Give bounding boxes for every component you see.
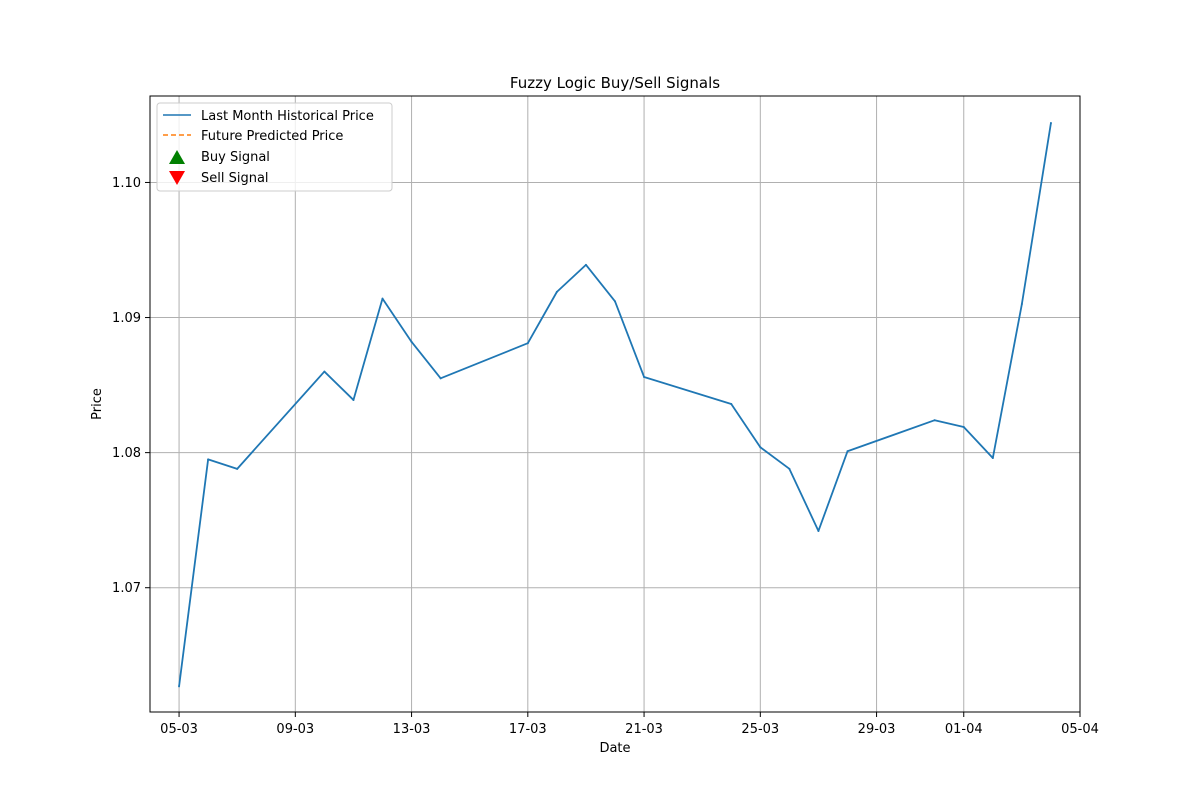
grid-layer (150, 96, 1081, 712)
legend-sell-triangle-icon (169, 171, 185, 185)
legend-buy-triangle-icon (169, 150, 185, 164)
price-point (207, 458, 210, 461)
price-point (178, 685, 181, 688)
price-point (730, 403, 733, 405)
x-axis-label: Date (599, 741, 630, 756)
data-layer (178, 122, 1052, 688)
x-tick-label: 05-03 (160, 722, 198, 737)
legend: Last Month Historical Price Future Predi… (156, 102, 393, 192)
price-point (846, 450, 849, 453)
price-point (526, 342, 529, 345)
y-axis-label: Price (90, 388, 105, 420)
plot-frame (149, 95, 1081, 713)
y-tick-label: 1.10 (112, 176, 141, 191)
price-point (1020, 303, 1023, 306)
price-point (555, 290, 558, 293)
price-point (381, 297, 384, 300)
tick-layer: 05-03 09-03 13-03 17-03 21-03 25-03 29-03 01-04… (112, 176, 1099, 737)
price-point (962, 425, 965, 428)
price-point (236, 467, 239, 470)
x-tick-label: 13-03 (393, 722, 431, 737)
x-tick-label: 29-03 (858, 722, 896, 737)
x-tick-label: 09-03 (276, 722, 314, 737)
historical-price-line (178, 122, 1052, 687)
price-point (614, 300, 616, 303)
x-tick-label: 21-03 (625, 722, 663, 737)
price-point (643, 375, 646, 378)
price-point (933, 419, 936, 422)
x-tick-label: 01-04 (945, 722, 983, 737)
price-point (439, 377, 442, 380)
y-tick-label: 1.07 (112, 581, 141, 596)
legend-historical-label: Last Month Historical Price (201, 109, 374, 124)
price-point (410, 340, 413, 343)
price-point (323, 370, 326, 373)
x-tick-label: 05-04 (1061, 722, 1099, 737)
legend-box (156, 102, 393, 192)
legend-buy-label: Buy Signal (201, 150, 270, 165)
price-point (1049, 122, 1052, 125)
price-point (817, 529, 820, 532)
price-point (788, 467, 791, 470)
price-point (991, 457, 994, 460)
legend-predicted-label: Future Predicted Price (201, 129, 343, 144)
y-tick-label: 1.08 (112, 446, 141, 461)
y-tick-label: 1.09 (112, 311, 141, 326)
chart-title: Fuzzy Logic Buy/Sell Signals (510, 74, 720, 92)
price-point (584, 263, 587, 266)
legend-sell-label: Sell Signal (201, 171, 269, 186)
price-point (759, 446, 762, 449)
price-point (352, 398, 355, 401)
x-tick-label: 25-03 (741, 722, 779, 737)
x-tick-label: 17-03 (509, 722, 547, 737)
